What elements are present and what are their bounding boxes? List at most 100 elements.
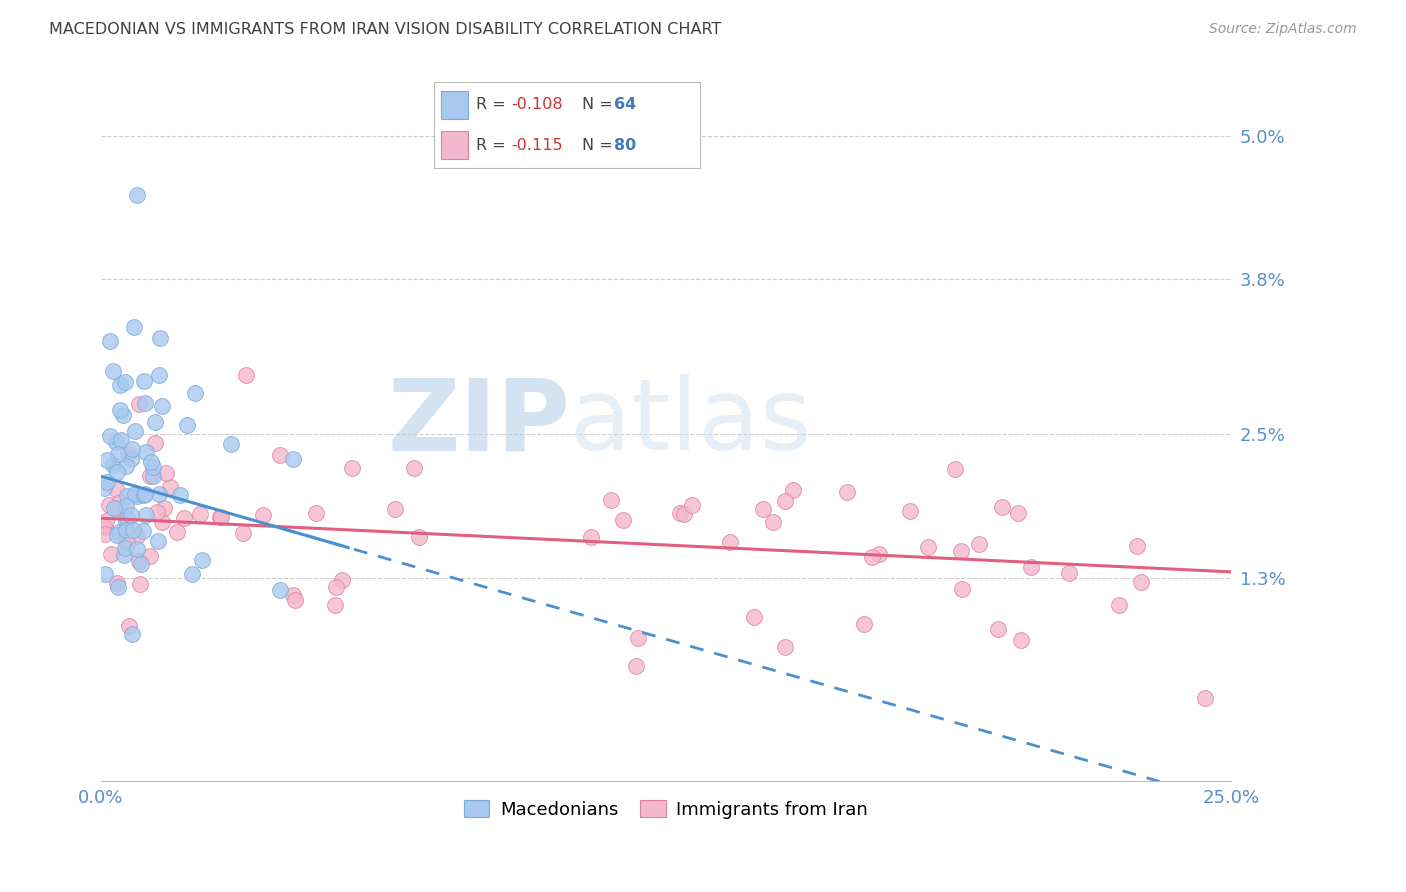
Point (232, 526, 254, 541)
Point (112, 409, 135, 423)
Point (408, 530, 430, 544)
Point (153, 501, 176, 516)
Point (682, 498, 704, 512)
Point (101, 458, 124, 472)
Point (114, 541, 136, 555)
Point (135, 444, 157, 458)
Point (624, 658, 647, 673)
Text: atlas: atlas (569, 374, 811, 471)
Point (718, 534, 741, 549)
Point (103, 500, 125, 515)
Point (114, 515, 136, 529)
Point (94, 519, 117, 533)
Point (139, 455, 162, 469)
Point (269, 448, 291, 462)
Point (188, 507, 211, 521)
Point (108, 495, 131, 509)
Point (143, 436, 166, 450)
Point (101, 364, 124, 378)
Point (579, 529, 602, 543)
Point (235, 368, 257, 382)
Point (1007, 506, 1029, 520)
Point (898, 504, 921, 518)
Point (139, 469, 162, 483)
Point (127, 489, 149, 503)
Point (176, 417, 198, 432)
Point (94, 526, 117, 541)
Text: MACEDONIAN VS IMMIGRANTS FROM IRAN VISION DISABILITY CORRELATION CHART: MACEDONIAN VS IMMIGRANTS FROM IRAN VISIO… (49, 22, 721, 37)
Point (129, 577, 152, 591)
Point (115, 499, 138, 513)
Point (125, 528, 148, 542)
Point (108, 402, 131, 417)
Point (115, 536, 138, 550)
Point (115, 524, 138, 538)
Point (120, 452, 142, 467)
Point (124, 487, 146, 501)
Point (150, 399, 173, 413)
Point (105, 434, 128, 449)
Point (98, 429, 121, 443)
Point (340, 461, 363, 475)
Point (142, 459, 165, 474)
Point (114, 376, 136, 390)
Point (121, 442, 143, 456)
Point (105, 528, 128, 542)
Point (1019, 559, 1042, 574)
Point (209, 510, 232, 524)
Point (96, 475, 118, 489)
Point (305, 506, 328, 520)
Point (269, 582, 291, 597)
Point (120, 508, 142, 522)
Point (125, 542, 148, 557)
Point (122, 523, 145, 537)
Point (134, 395, 156, 409)
Point (323, 599, 346, 613)
Point (782, 483, 804, 497)
Point (852, 616, 875, 631)
Point (159, 480, 181, 494)
Point (668, 507, 690, 521)
Point (742, 609, 765, 624)
Text: Source: ZipAtlas.com: Source: ZipAtlas.com (1209, 22, 1357, 37)
Point (115, 489, 138, 503)
Point (155, 467, 177, 481)
Point (107, 580, 129, 594)
Point (868, 547, 890, 561)
Point (612, 513, 634, 527)
Point (142, 468, 165, 483)
Point (1010, 632, 1032, 647)
Point (191, 553, 214, 567)
Point (107, 447, 129, 461)
Point (91, 518, 114, 533)
Point (132, 524, 155, 539)
Point (284, 592, 307, 607)
Point (134, 487, 156, 501)
Point (1194, 691, 1216, 706)
Point (148, 368, 170, 383)
Point (835, 485, 858, 500)
Point (330, 573, 353, 587)
Point (281, 452, 304, 467)
Point (221, 437, 243, 451)
Point (252, 508, 274, 522)
Point (148, 486, 170, 500)
Point (94, 566, 117, 581)
Point (1108, 599, 1130, 613)
Point (627, 631, 650, 645)
Point (117, 447, 139, 461)
Point (773, 493, 796, 508)
Point (943, 462, 966, 476)
Point (128, 554, 150, 568)
Point (100, 547, 122, 561)
Point (325, 580, 347, 594)
Point (773, 640, 796, 654)
Point (132, 488, 155, 502)
Point (127, 188, 149, 202)
Point (969, 537, 991, 551)
Point (93, 481, 115, 495)
Point (121, 627, 143, 641)
Point (987, 622, 1010, 636)
Point (173, 510, 195, 524)
Point (1057, 566, 1080, 580)
